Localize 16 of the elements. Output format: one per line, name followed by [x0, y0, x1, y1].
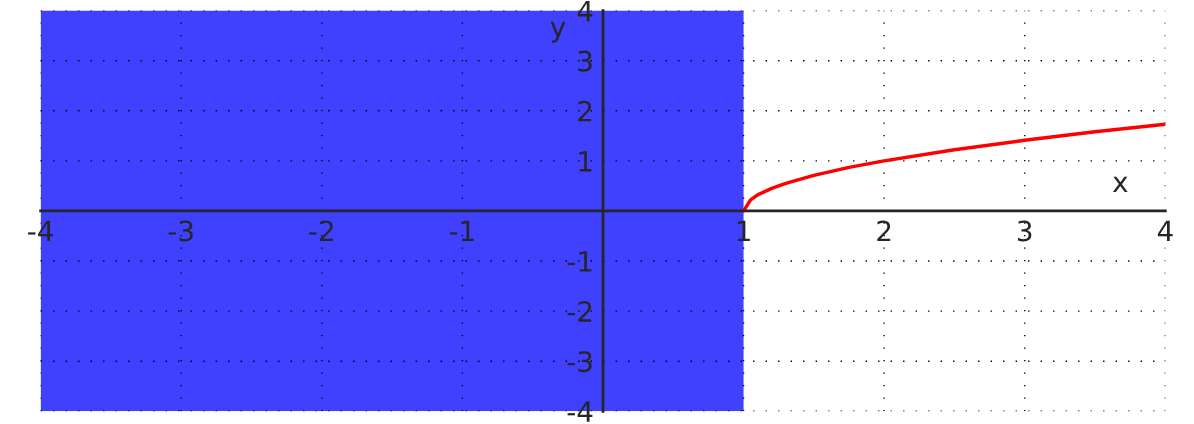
x-tick-label: -2	[309, 220, 333, 242]
y-tick-label: 1	[579, 151, 592, 172]
x-tick-label: 2	[877, 220, 891, 242]
y-axis-title: y	[550, 21, 566, 43]
y-tick-label: 3	[578, 50, 592, 72]
y-tick-label: -1	[567, 251, 592, 272]
x-tick-label: -1	[449, 220, 474, 242]
y-tick-label: -2	[567, 301, 592, 322]
y-tick-label: -3	[567, 351, 592, 373]
line-series	[741, 122, 1166, 213]
x-tick-label: 3	[1018, 220, 1032, 242]
y-tick-label: 2	[578, 100, 592, 122]
x-tick-label: -3	[168, 220, 193, 242]
x-tick-label: 1	[737, 220, 750, 242]
x-axis-title: x	[1112, 176, 1128, 192]
x-tick-label: 4	[1157, 220, 1173, 242]
